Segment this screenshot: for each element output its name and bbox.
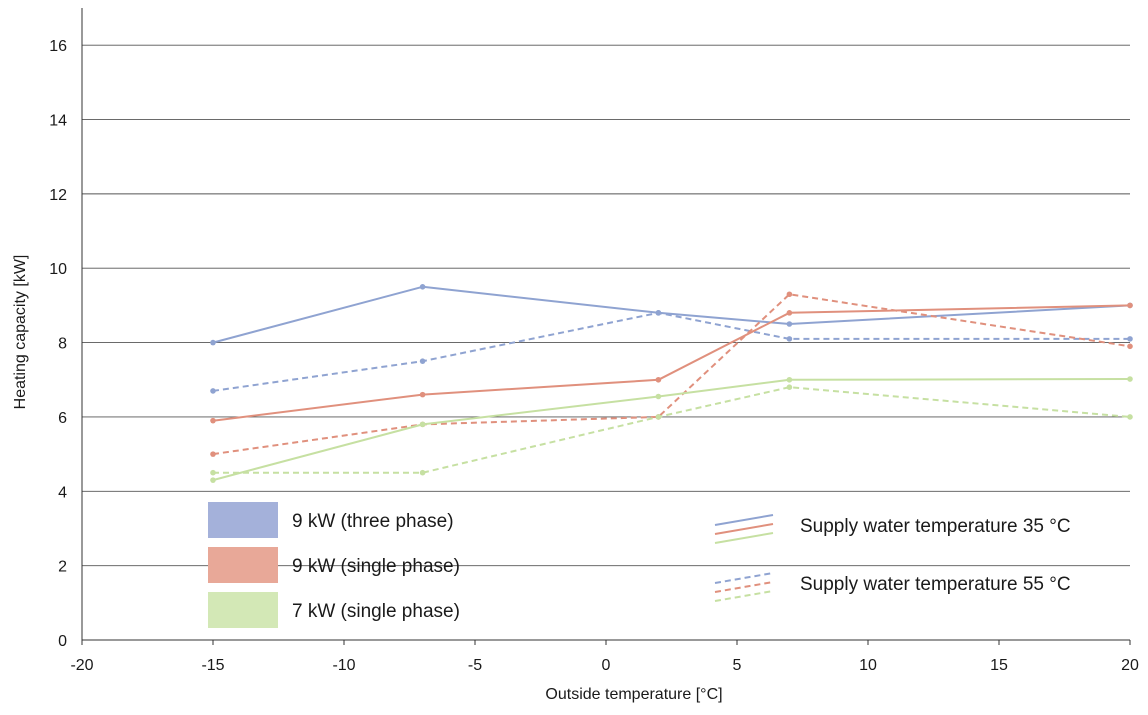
gridlines [82,44,1130,567]
data-point [419,358,426,364]
legend-line-key [714,581,774,593]
legend-swatch [208,502,278,538]
data-point [210,451,216,457]
x-tick-label: 10 [859,657,877,674]
x-tick-label: 15 [990,657,1008,674]
data-point [1127,414,1133,420]
legend-line-key [714,590,774,602]
data-point [210,469,216,476]
data-point [419,469,426,476]
axes [81,8,1130,641]
legend-swatch [208,547,278,583]
legend-label: 9 kW (single phase) [292,556,460,577]
y-tick-label: 12 [49,187,67,204]
legend-line-key [714,572,774,584]
legend-style-label: Supply water temperature 35 °C [800,516,1071,537]
y-tick-labels: 0 2 4 6 8 10 12 14 16 [49,38,67,650]
x-tick-label: 5 [733,657,742,674]
y-tick-label: 8 [58,336,67,353]
x-tick-label: -20 [70,657,93,674]
series-line-single_phase_9kw-55 [212,293,1131,456]
series-line-single_phase_9kw-35 [212,304,1131,422]
data-point [786,321,793,327]
y-tick-label: 10 [49,261,67,278]
legend-swatch [208,592,278,628]
series-lines [210,284,1133,483]
legend-line-key [714,514,774,526]
series-line-single_phase_7kw-35 [212,378,1131,482]
data-point [419,284,426,290]
legend-line-key [714,523,774,535]
x-axis-label: Outside temperature [°C] [545,686,722,703]
data-point [1127,376,1133,382]
legend-label: 7 kW (single phase) [292,601,460,622]
x-tick-label: 20 [1121,657,1139,674]
data-point [655,393,662,400]
y-tick-label: 16 [49,38,67,55]
legend-style-label: Supply water temperature 55 °C [800,574,1071,595]
data-point [1127,336,1133,342]
y-tick-label: 4 [58,484,67,501]
x-tick-label: 0 [602,657,611,674]
data-point [655,310,662,316]
y-tick-label: 14 [49,113,67,130]
data-point [210,477,216,483]
data-point [210,388,216,394]
data-point [786,291,793,298]
data-point [210,417,216,424]
y-axis-label: Heating capacity [kW] [12,255,29,410]
data-point [786,310,793,316]
data-point [786,384,793,391]
legend-label: 9 kW (three phase) [292,511,454,532]
x-tick-labels: -20 -15 -10 -5 0 5 10 15 20 [70,640,1139,674]
data-point [655,376,662,383]
data-point [786,376,793,383]
data-point [655,414,662,420]
x-tick-label: -5 [468,657,482,674]
data-point [210,339,216,346]
data-point [419,391,426,398]
x-tick-label: -10 [332,657,355,674]
legend: 9 kW (three phase) 9 kW (single phase) 7 k… [208,502,1071,628]
legend-line-key [714,532,774,544]
y-tick-label: 0 [58,633,67,650]
series-line-single_phase_7kw-55 [213,386,1131,474]
data-point [1127,343,1133,350]
y-tick-label: 6 [58,410,67,427]
x-tick-label: -15 [201,657,224,674]
y-tick-label: 2 [58,559,67,576]
data-point [1127,302,1133,309]
data-point [786,336,793,342]
data-point [419,421,426,428]
